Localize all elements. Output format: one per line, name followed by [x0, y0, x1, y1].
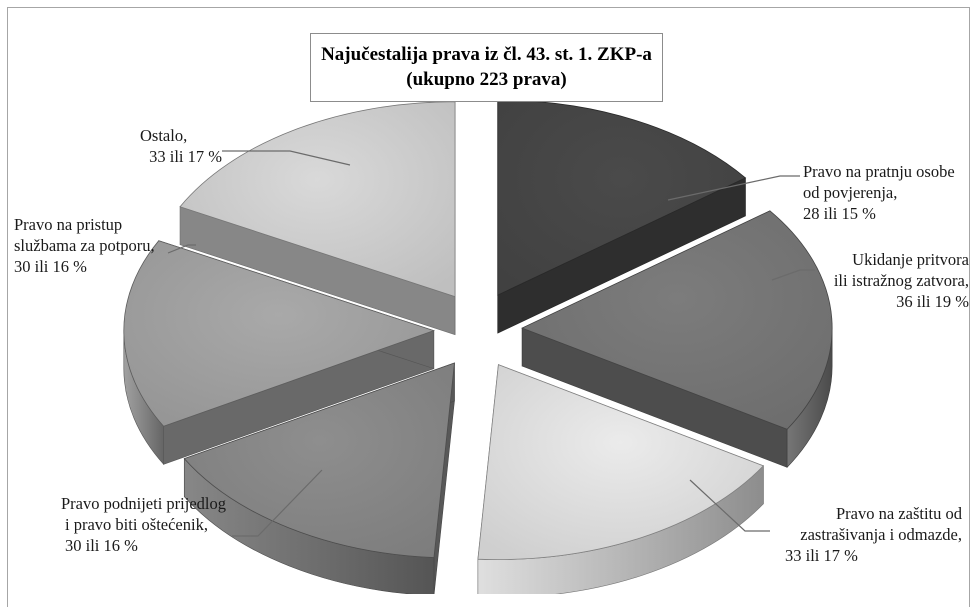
pie-chart [123, 99, 833, 594]
slice-label-0: Pravo na pratnju osobe od povjerenja, 28… [803, 162, 955, 223]
chart-subtitle: (ukupno 223 prava) [406, 69, 567, 90]
pie-slice-2 [477, 364, 765, 594]
leader-line-5 [222, 150, 351, 166]
pie-slice-5-top [179, 101, 456, 298]
slice-label-5: Ostalo, 33 ili 17 % [140, 126, 222, 166]
leader-line-4 [167, 244, 196, 254]
slice-label-3: Pravo podnijeti prijedlog i pravo biti o… [61, 494, 226, 555]
pie-slice-3-top [183, 362, 455, 558]
leader-line-0 [667, 175, 800, 201]
leader-line-2 [689, 479, 770, 532]
slice-label-1: Ukidanje pritvora ili istražnog zatvora,… [833, 250, 969, 311]
chart-title-box: Najučestalija prava iz čl. 43. st. 1. ZK… [310, 33, 663, 102]
pie-slice-4-top [123, 240, 436, 427]
pie-slice-4 [123, 240, 436, 466]
slice-label-2: Pravo na zaštitu od zastrašivanja i odma… [785, 504, 962, 565]
slice-label-4: Pravo na pristup službama za potporu, 30… [14, 215, 155, 276]
pie-slice-5 [179, 101, 456, 336]
chart-title: Najučestalija prava iz čl. 43. st. 1. ZK… [321, 44, 652, 65]
pie-slice-3 [183, 362, 455, 594]
pie-slice-1-top [521, 210, 833, 430]
leader-line-3 [232, 469, 323, 537]
pie-slice-1 [521, 210, 833, 469]
pie-slice-2-top [477, 364, 765, 560]
leader-line-1 [771, 269, 815, 281]
